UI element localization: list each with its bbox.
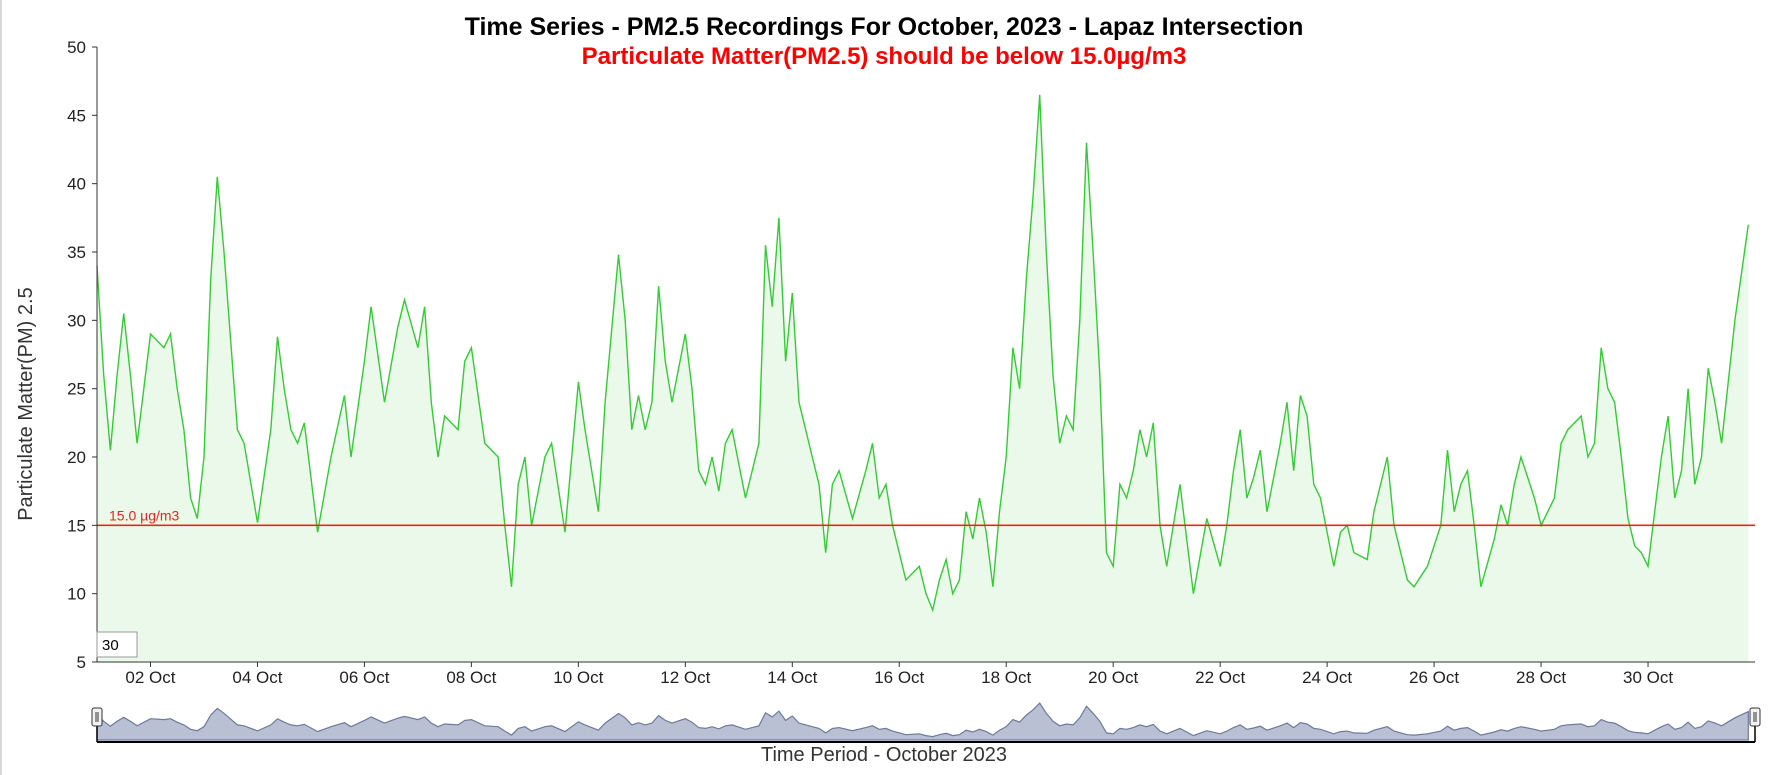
navigator-left-handle[interactable] [91,707,103,727]
range-navigator[interactable] [91,702,1761,743]
y-tick-label: 30 [67,311,86,330]
x-tick-label: 18 Oct [981,668,1031,687]
x-tick-label: 10 Oct [553,668,603,687]
x-tick-label: 26 Oct [1409,668,1459,687]
chart-title: Time Series - PM2.5 Recordings For Octob… [465,13,1304,41]
x-tick-label: 06 Oct [339,668,389,687]
chart-subtitle: Particulate Matter(PM2.5) should be belo… [582,43,1187,70]
x-tick-label: 20 Oct [1088,668,1138,687]
x-axis-title: Time Period - October 2023 [761,744,1007,766]
threshold-label: 15.0 µg/m3 [109,507,180,523]
x-tick-label: 08 Oct [446,668,496,687]
navigator-right-handle[interactable] [1749,707,1761,727]
left-border [0,0,2,775]
rolling-window-input[interactable] [96,631,138,658]
y-tick-label: 20 [67,448,86,467]
rolling-window-box[interactable]: 30 [96,631,138,658]
y-axis-title: Particulate Matter(PM) 2.5 [15,287,37,520]
rolling-window-value: 30 [102,637,119,654]
x-tick-label: 16 Oct [874,668,924,687]
y-tick-label: 35 [67,243,86,262]
x-axis-ticks: 02 Oct 04 Oct 06 Oct 08 Oct 10 Oct 12 Oct 14 O… [125,662,1673,687]
pm25-series-line [96,94,1749,613]
y-tick-label: 50 [67,38,86,57]
plot-area: 15.0 µg/m3 [96,94,1755,663]
x-tick-label: 24 Oct [1302,668,1352,687]
y-axis-ticks: 5 10 15 20 25 30 35 40 45 50 [67,38,97,672]
x-tick-label: 14 Oct [767,668,817,687]
navigator-area [96,702,1749,741]
y-tick-label: 40 [67,175,86,194]
y-tick-label: 45 [67,106,86,125]
pm25-area-fill [97,94,1749,663]
x-tick-label: 30 Oct [1623,668,1673,687]
y-tick-label: 15 [67,516,86,535]
y-tick-label: 5 [77,653,86,672]
x-tick-label: 22 Oct [1195,668,1245,687]
y-tick-label: 25 [67,380,86,399]
x-tick-label: 02 Oct [125,668,175,687]
x-tick-label: 04 Oct [232,668,282,687]
x-tick-label: 28 Oct [1516,668,1566,687]
y-tick-label: 10 [67,585,86,604]
x-tick-label: 12 Oct [660,668,710,687]
